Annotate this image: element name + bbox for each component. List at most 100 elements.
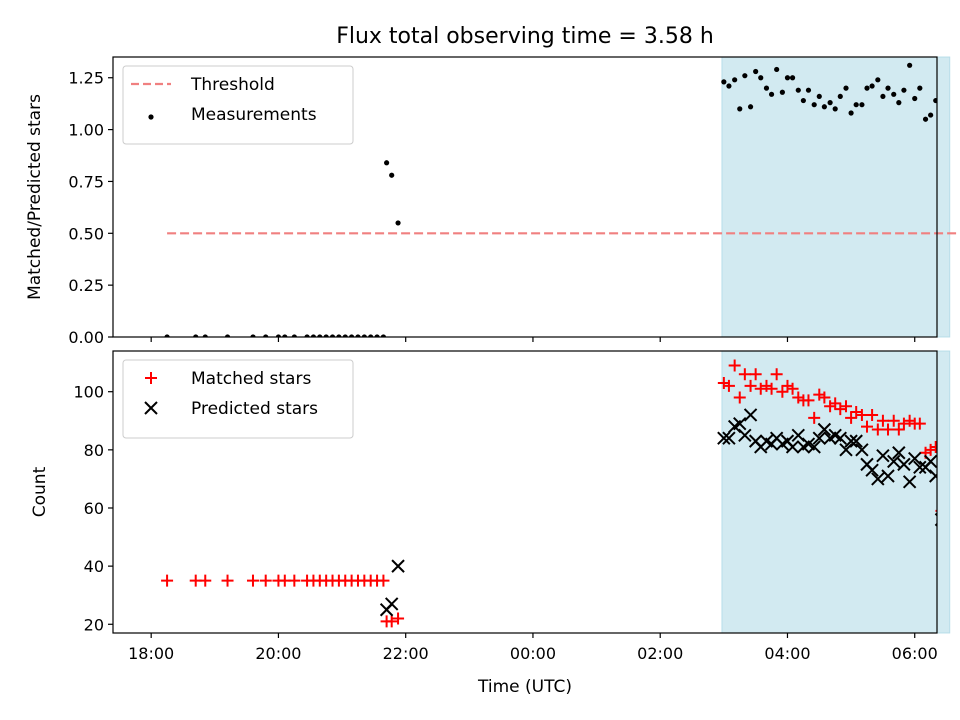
predicted-star-point bbox=[785, 440, 800, 454]
predicted-star-point bbox=[807, 440, 821, 454]
measurement-point bbox=[864, 85, 870, 91]
measurement-point bbox=[380, 334, 387, 337]
bottom-panel: 20 40 60 80 100 18:00 20:00 22:00 00:00 02:00 04:0… bbox=[73, 350, 960, 663]
measurement-point bbox=[795, 87, 801, 93]
measurement-point bbox=[827, 100, 833, 106]
predicted-star-point bbox=[844, 434, 858, 448]
measurement-point bbox=[726, 83, 732, 89]
predicted-star-point bbox=[849, 434, 863, 448]
measurement-point bbox=[349, 334, 355, 337]
measurement-point bbox=[869, 83, 875, 89]
matched-star-point bbox=[786, 382, 799, 395]
predicted-star-point bbox=[923, 454, 937, 469]
predicted-star-point bbox=[892, 446, 906, 460]
predicted-star-point bbox=[929, 469, 937, 483]
matched-star-point bbox=[377, 574, 390, 587]
legend-entry-label: Threshold bbox=[190, 75, 275, 95]
measurement-point bbox=[317, 334, 323, 337]
measurement-point bbox=[912, 95, 918, 102]
matched-star-point bbox=[754, 382, 767, 395]
y-tick-label: 100 bbox=[73, 383, 104, 402]
observing-window-shade bbox=[721, 56, 951, 338]
x-tick-label: 00:00 bbox=[510, 644, 556, 663]
measurement-point bbox=[811, 102, 817, 108]
measurement-point bbox=[837, 93, 843, 100]
predicted-star-point bbox=[817, 422, 832, 437]
matched-star-point bbox=[876, 414, 889, 427]
matched-star-point bbox=[924, 443, 937, 456]
matched-star-point bbox=[866, 408, 879, 421]
matched-star-point bbox=[760, 379, 773, 392]
measurement-point bbox=[336, 334, 342, 337]
predicted-star-point bbox=[908, 451, 922, 466]
x-tick-label: 20:00 bbox=[255, 644, 301, 663]
legend-box bbox=[122, 65, 354, 145]
measurement-point bbox=[821, 104, 827, 110]
matched-star-point bbox=[161, 574, 174, 587]
x-tick-label: 02:00 bbox=[637, 644, 683, 663]
predicted-star-point bbox=[871, 472, 885, 486]
matched-star-point bbox=[259, 574, 272, 587]
matched-star-point bbox=[738, 368, 751, 381]
predicted-star-point bbox=[391, 559, 405, 573]
measurement-point bbox=[275, 334, 282, 337]
predicted-star-point bbox=[722, 431, 736, 445]
measurement-point bbox=[848, 110, 854, 116]
predicted-star-point bbox=[855, 443, 869, 457]
matched-star-point bbox=[749, 368, 762, 381]
predicted-star-point bbox=[881, 469, 895, 483]
matched-star-point bbox=[845, 411, 858, 424]
matched-star-point bbox=[717, 376, 730, 389]
matched-star-point bbox=[781, 379, 794, 392]
measurement-point bbox=[758, 75, 764, 81]
x-tick-label: 22:00 bbox=[383, 644, 429, 663]
matched-star-point bbox=[950, 592, 960, 604]
measurement-point bbox=[843, 85, 849, 91]
measurement-point bbox=[323, 334, 329, 337]
legend-entry-label: Matched stars bbox=[191, 369, 311, 389]
matched-star-point bbox=[861, 420, 874, 433]
top-y-axis-label: Matched/Predicted stars bbox=[25, 94, 45, 300]
y-tick-label: 1.00 bbox=[68, 121, 104, 140]
y-tick-label: 0.75 bbox=[68, 172, 104, 191]
predicted-star-point bbox=[897, 457, 911, 472]
measurement-point bbox=[917, 85, 923, 91]
measurement-point bbox=[202, 334, 208, 337]
measurement-point bbox=[742, 73, 748, 79]
measurement-point bbox=[193, 334, 199, 337]
measurement-point bbox=[384, 160, 390, 166]
matched-star-point bbox=[887, 414, 900, 427]
matched-star-point bbox=[744, 379, 757, 392]
matched-star-point bbox=[792, 391, 805, 404]
matched-star-point bbox=[829, 397, 842, 410]
matched-star-point bbox=[897, 417, 910, 430]
matched-star-point bbox=[765, 382, 778, 395]
matched-star-point bbox=[818, 391, 831, 404]
measurement-point bbox=[880, 93, 886, 100]
measurement-point bbox=[928, 112, 934, 118]
measurement-point bbox=[250, 334, 256, 337]
matched-star-point bbox=[813, 388, 826, 401]
y-tick-label: 60 bbox=[84, 499, 104, 518]
measurement-point bbox=[342, 334, 348, 337]
matched-star-point bbox=[199, 574, 212, 587]
measurement-point bbox=[933, 97, 937, 104]
measurement-point bbox=[329, 334, 336, 337]
x-axis-label: Time (UTC) bbox=[477, 677, 572, 697]
matched-star-point bbox=[722, 379, 735, 392]
predicted-star-point bbox=[791, 428, 805, 443]
matched-star-point bbox=[840, 400, 853, 413]
matched-star-point bbox=[808, 411, 821, 424]
matched-star-point bbox=[850, 406, 863, 419]
bottom-y-axis-label: Count bbox=[30, 466, 50, 517]
measurement-point bbox=[896, 100, 902, 106]
x-tick-label: 18:00 bbox=[128, 644, 174, 663]
measurement-point bbox=[875, 77, 881, 83]
measurement-point bbox=[291, 334, 297, 337]
predicted-star-point bbox=[876, 448, 890, 463]
legend-measurement-swatch bbox=[148, 114, 154, 120]
matched-star-point bbox=[824, 400, 837, 413]
measurement-point bbox=[907, 62, 913, 68]
measurement-point bbox=[224, 334, 231, 337]
predicted-star-point bbox=[738, 428, 752, 443]
